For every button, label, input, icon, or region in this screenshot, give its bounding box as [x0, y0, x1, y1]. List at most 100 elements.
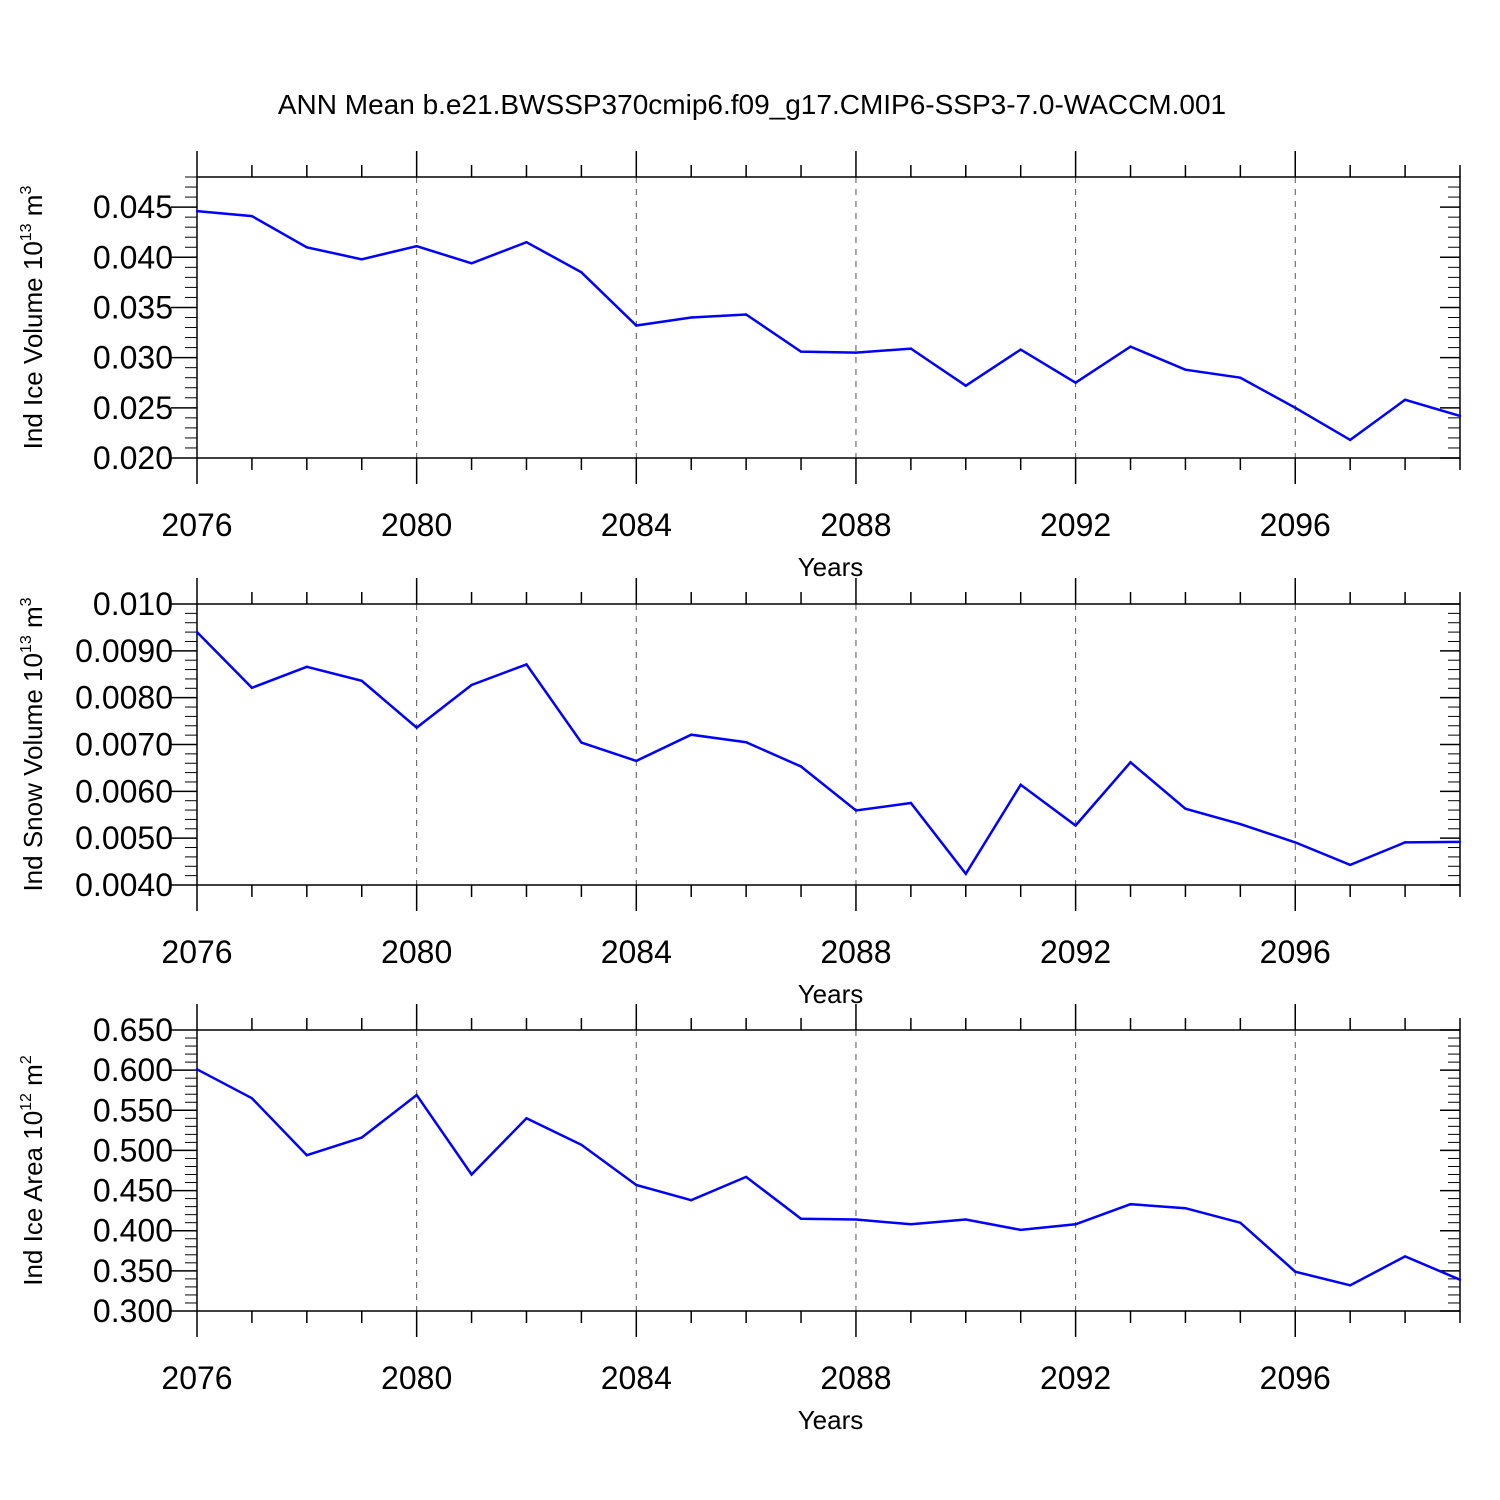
y-tick-label: 0.040 [93, 239, 173, 275]
data-point [854, 1218, 858, 1221]
y-axis-title-main: Ind Ice Area 10 [18, 1111, 48, 1286]
y-axis-title: Ind Ice Area 1012 m2 [18, 1055, 48, 1286]
data-point [1458, 1278, 1462, 1281]
data-point [415, 1093, 418, 1097]
y-axis-title-exponent: 12 [18, 1093, 35, 1111]
data-point [744, 1175, 748, 1179]
data-point [1019, 348, 1022, 351]
y-tick-label: 0.030 [93, 340, 173, 376]
x-axis-title: Years [798, 979, 864, 1009]
x-tick-label: 2076 [161, 934, 232, 970]
data-point [1348, 1284, 1352, 1287]
data-point [1294, 406, 1297, 410]
data-point [1458, 840, 1462, 844]
y-tick-label: 0.400 [93, 1213, 173, 1249]
data-point [1129, 1203, 1132, 1206]
x-tick-label: 2080 [381, 1360, 452, 1396]
data-point [854, 809, 858, 812]
data-point [305, 665, 309, 668]
y-tick-label: 0.350 [93, 1253, 173, 1289]
data-point [744, 740, 748, 744]
data-point [525, 241, 528, 244]
data-point [1129, 761, 1132, 764]
data-point [250, 686, 254, 690]
x-tick-label: 2088 [820, 934, 891, 970]
y-tick-label: 0.450 [93, 1173, 173, 1209]
data-point [799, 1217, 803, 1220]
y-tick-label: 0.010 [93, 586, 173, 622]
plot-frame [196, 603, 1461, 886]
data-point [195, 1068, 199, 1071]
data-point [1184, 807, 1187, 810]
data-point [1184, 1207, 1187, 1210]
y-axis-title-exponent: 13 [18, 635, 35, 653]
y-tick-label: 0.0070 [75, 727, 173, 763]
series-line [196, 1068, 1461, 1287]
data-point [1239, 822, 1242, 826]
data-point [964, 384, 967, 387]
data-point [1403, 398, 1407, 401]
x-tick-label: 2096 [1260, 1360, 1331, 1396]
data-point [1239, 376, 1242, 379]
data-point [964, 872, 967, 875]
series-line [196, 631, 1461, 876]
data-point [1348, 438, 1352, 442]
y-tick-label: 0.045 [93, 189, 173, 225]
data-point [1019, 1228, 1022, 1232]
x-tick-label: 2084 [601, 934, 672, 970]
data-point [470, 262, 473, 265]
data-point [580, 741, 583, 744]
data-point [250, 214, 254, 218]
y-axis-title-unit: m [18, 606, 48, 635]
data-point [360, 679, 363, 683]
y-tick-label: 0.650 [93, 1012, 173, 1048]
y-tick-label: 0.0090 [75, 633, 173, 669]
data-point [1184, 368, 1187, 371]
y-axis-title-main: Ind Snow Volume 10 [18, 653, 48, 892]
x-tick-label: 2084 [601, 507, 672, 543]
data-point [1019, 783, 1022, 786]
y-tick-label: 0.500 [93, 1132, 173, 1168]
y-tick-label: 0.600 [93, 1052, 173, 1088]
y-axis-title-exponent: 13 [18, 223, 35, 241]
data-point [799, 765, 803, 768]
plot-frame [196, 176, 1461, 459]
data-point [635, 759, 638, 763]
data-point [415, 245, 418, 248]
plot-frame [196, 1029, 1461, 1312]
data-point [195, 209, 199, 213]
y-axis-title: Ind Ice Volume 1013 m3 [18, 186, 48, 450]
y-tick-label: 0.0060 [75, 773, 173, 809]
data-point [525, 663, 528, 666]
x-tick-label: 2076 [161, 1360, 232, 1396]
data-point [580, 271, 583, 274]
y-axis-title-unit-exponent: 3 [18, 186, 35, 195]
data-point [1294, 841, 1297, 844]
data-point [1074, 381, 1077, 384]
figure-title: ANN Mean b.e21.BWSSP370cmip6.f09_g17.CMI… [278, 89, 1226, 120]
y-tick-label: 0.0050 [75, 820, 173, 856]
panel-3: 0.300 0.350 0.400 0.450 0.500 0.550 0.600 0.650… [18, 1004, 1462, 1435]
y-axis-title-unit: m [18, 195, 48, 224]
data-point [635, 324, 638, 327]
y-axis-title-unit-exponent: 3 [18, 597, 35, 606]
data-point [690, 1199, 693, 1202]
x-axis-title: Years [798, 1405, 864, 1435]
data-point [360, 258, 363, 261]
data-point [1239, 1221, 1242, 1224]
data-point [1129, 345, 1132, 348]
data-point [909, 801, 913, 805]
data-point [1294, 1270, 1297, 1273]
data-point [1074, 1223, 1077, 1226]
data-point [1348, 863, 1352, 867]
y-tick-label: 0.300 [93, 1293, 173, 1329]
data-point [360, 1136, 363, 1139]
data-point [415, 726, 418, 729]
x-tick-label: 2088 [820, 507, 891, 543]
data-point [1074, 824, 1077, 827]
x-tick-label: 2092 [1040, 934, 1111, 970]
y-axis-title-main: Ind Ice Volume 10 [18, 241, 48, 449]
data-point [470, 683, 473, 687]
x-tick-label: 2092 [1040, 507, 1111, 543]
